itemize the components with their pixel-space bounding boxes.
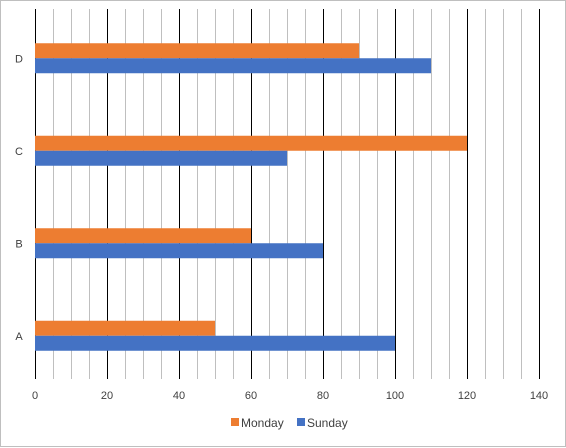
x-tick-label: 100: [386, 390, 404, 402]
legend-swatch-sunday: [297, 418, 305, 426]
x-tick-label: 20: [101, 390, 113, 402]
x-axis-ticks: 0 20 40 60 80 100 120 140: [32, 390, 548, 402]
bars: [35, 43, 467, 351]
legend-swatch-monday: [231, 418, 239, 426]
x-tick-label: 60: [245, 390, 257, 402]
x-tick-label: 40: [173, 390, 185, 402]
legend: Monday Sunday: [231, 416, 348, 430]
legend-label-sunday: Sunday: [307, 416, 348, 430]
bar-monday-B: [35, 228, 251, 244]
bar-sunday-D: [35, 58, 431, 74]
category-label-B: B: [15, 238, 22, 250]
bar-monday-C: [35, 135, 467, 151]
y-axis-categories: A B C D: [15, 53, 23, 343]
x-tick-label: 80: [317, 390, 329, 402]
bar-sunday-C: [35, 150, 287, 166]
category-label-C: C: [15, 146, 23, 158]
bar-monday-A: [35, 320, 215, 336]
x-tick-label: 120: [458, 390, 476, 402]
x-tick-label: 140: [530, 390, 548, 402]
legend-label-monday: Monday: [241, 416, 284, 430]
bar-sunday-B: [35, 243, 323, 259]
category-label-A: A: [15, 331, 23, 343]
category-label-D: D: [15, 53, 23, 65]
x-tick-label: 0: [32, 390, 38, 402]
bar-sunday-A: [35, 335, 395, 351]
bar-monday-D: [35, 43, 359, 59]
